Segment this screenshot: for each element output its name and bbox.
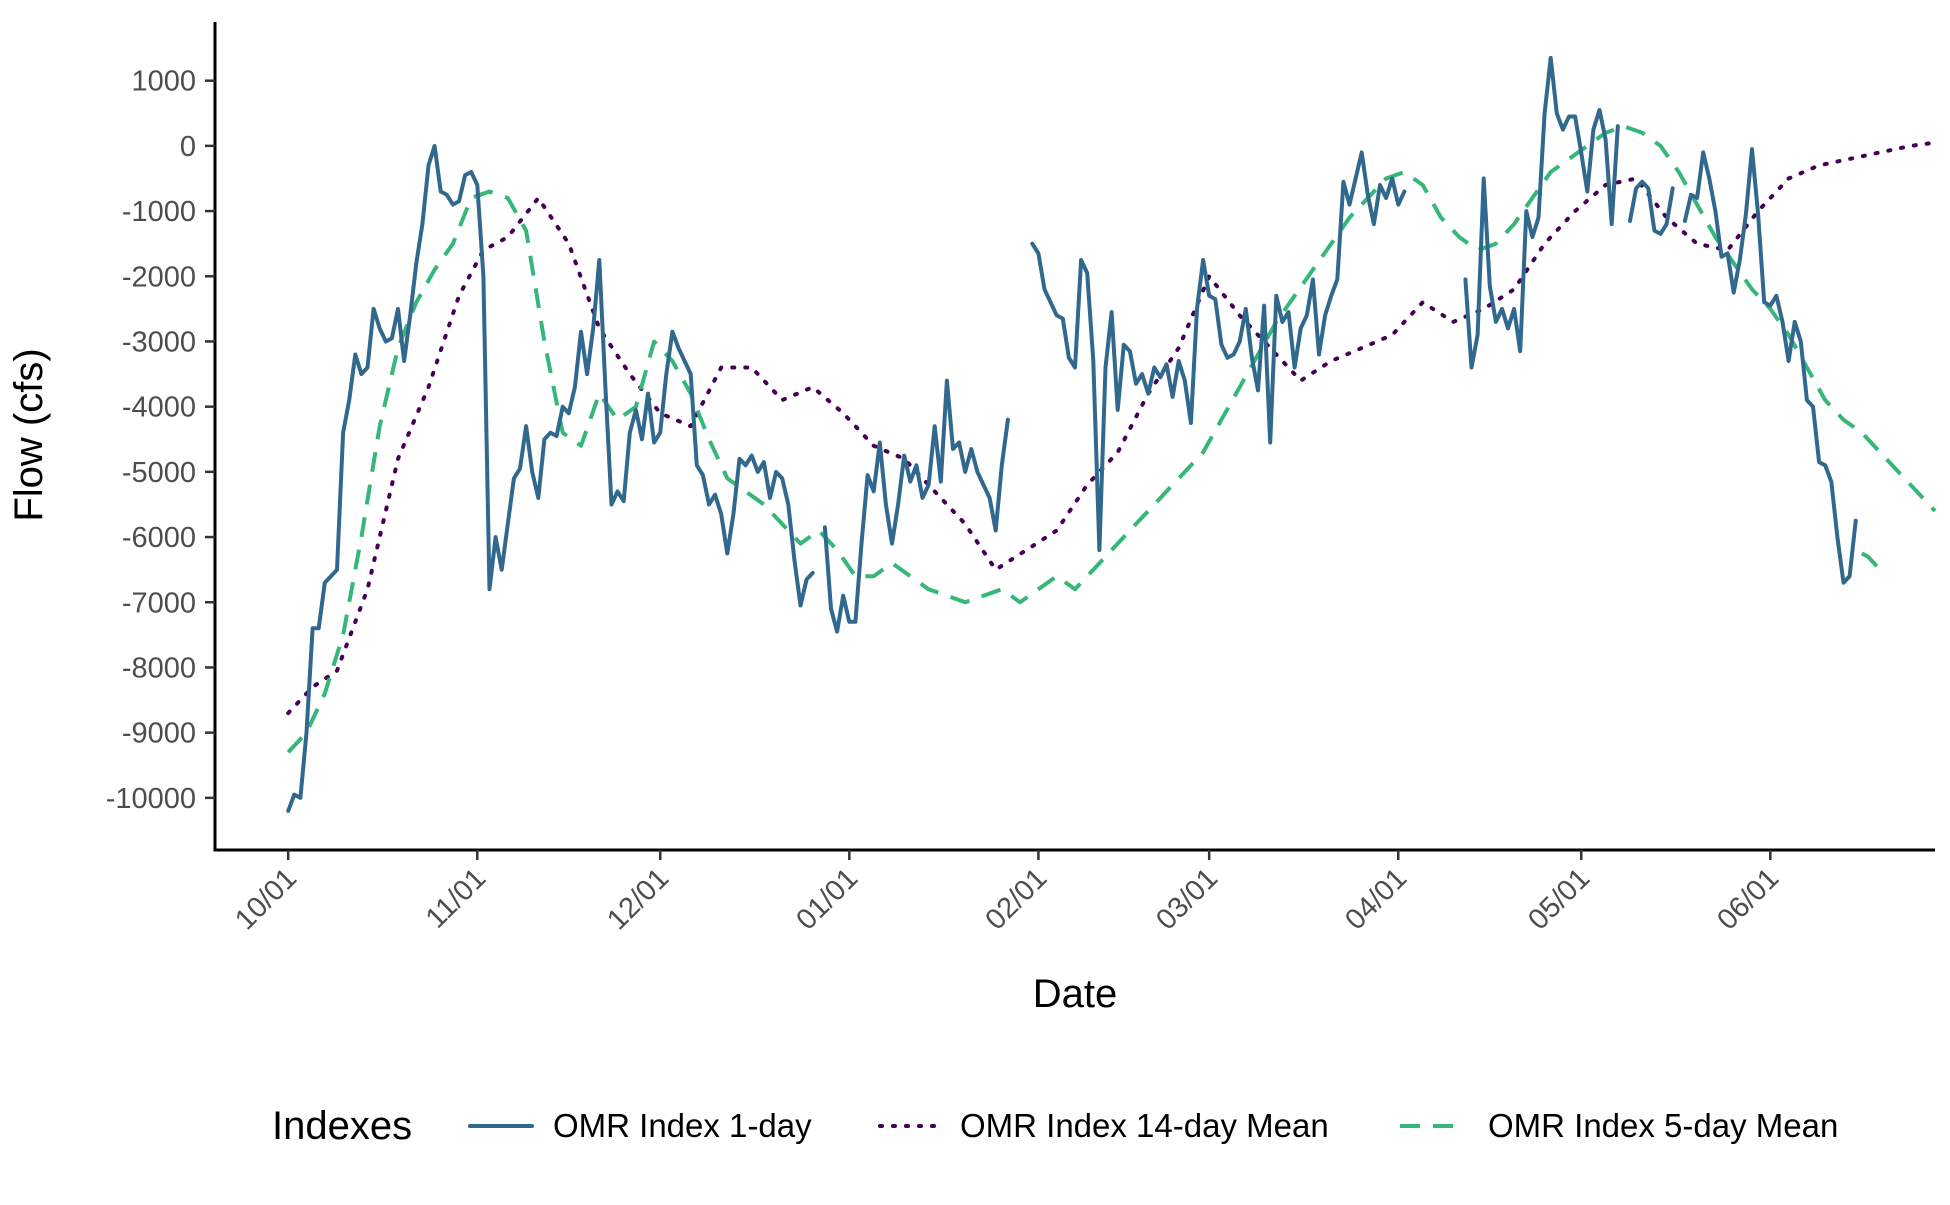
y-tick-label: 0 (180, 131, 196, 163)
series-line-omr-index-1-day (1682, 147, 1858, 585)
y-tick-label: -5000 (122, 457, 196, 489)
x-axis-title: Date (1033, 972, 1118, 1016)
series-line-omr-index-1-day (1628, 179, 1675, 236)
x-tick-label: 12/01 (601, 862, 675, 936)
series-line-omr-index-5-day-mean (1860, 551, 1882, 572)
y-tick-label: -3000 (122, 326, 196, 358)
series-line-omr-index-14-day-mean (286, 140, 1937, 716)
legend-label-omr-index-14-day-mean: OMR Index 14-day Mean (960, 1107, 1329, 1144)
y-tick-label: -7000 (122, 587, 196, 619)
y-tick-label: -6000 (122, 522, 196, 554)
plot-lines (286, 55, 1937, 813)
series-line-omr-index-1-day (1030, 150, 1407, 553)
y-tick-label: -4000 (122, 392, 196, 424)
series-line-omr-index-1-day (822, 378, 1010, 634)
y-axis-title: Flow (cfs) (7, 348, 51, 521)
legend-label-omr-index-1-day: OMR Index 1-day (553, 1107, 812, 1144)
series-line-omr-index-5-day-mean (286, 124, 1937, 754)
x-axis-ticks: 10/01 11/01 12/01 01/01 02/01 03/01 04/01 05/01… (229, 850, 1785, 936)
series-line-omr-index-1-day (1463, 55, 1620, 370)
legend: Indexes OMR Index 1-day OMR Index 14-day … (272, 1104, 1838, 1148)
legend-items: OMR Index 1-day OMR Index 14-day Mean OMR … (468, 1107, 1838, 1144)
y-tick-label: -8000 (122, 652, 196, 684)
x-tick-label: 03/01 (1150, 862, 1224, 936)
series-line-omr-index-1-day (286, 143, 815, 813)
legend-title: Indexes (272, 1104, 412, 1148)
x-tick-label: 11/01 (420, 862, 492, 934)
axes: 10/01 11/01 12/01 01/01 02/01 03/01 04/01 05/01… (7, 22, 1935, 1016)
x-tick-label: 06/01 (1711, 862, 1785, 936)
legend-label-omr-index-5-day-mean: OMR Index 5-day Mean (1488, 1107, 1838, 1144)
x-tick-label: 10/01 (229, 862, 303, 936)
x-tick-label: 01/01 (790, 862, 864, 936)
y-tick-label: -2000 (122, 261, 196, 293)
x-tick-label: 02/01 (979, 862, 1053, 936)
y-axis-ticks: 1000 0 -1000 -2000 -3000 -4000 -5000 -6000 -7000… (106, 66, 215, 815)
y-tick-label: -1000 (122, 196, 196, 228)
x-tick-label: 05/01 (1522, 862, 1596, 936)
y-tick-label: -9000 (122, 718, 196, 750)
y-tick-label: -10000 (106, 783, 196, 815)
x-tick-label: 04/01 (1339, 862, 1413, 936)
y-tick-label: 1000 (131, 66, 196, 98)
